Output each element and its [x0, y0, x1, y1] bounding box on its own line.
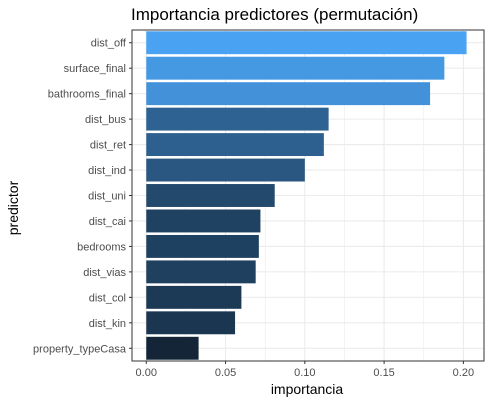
bar-dist_kin	[146, 311, 236, 335]
y-tick-label: dist_vias	[83, 267, 126, 279]
y-tick-label: dist_ind	[88, 165, 126, 177]
bar-dist_uni	[146, 184, 275, 207]
plot-area: dist_off surface_final bathrooms_finaldist…	[33, 29, 485, 379]
x-tick-label: 0.20	[453, 367, 474, 379]
x-tick-label: 0.05	[215, 367, 236, 379]
bar-dist_cai	[146, 209, 261, 233]
y-axis-title: predictor	[5, 180, 21, 235]
bar-dist_bus	[146, 107, 329, 131]
bar-dist_ind	[146, 158, 305, 182]
x-tick-label: 0.15	[373, 367, 394, 379]
x-tick-label: 0.10	[294, 367, 315, 379]
x-axis-title: importancia	[271, 381, 344, 397]
bar-dist_col	[146, 285, 242, 309]
chart-title: Importancia predictores (permutación)	[131, 5, 418, 24]
bar-property_typeCasa	[146, 336, 199, 360]
y-tick-label: dist_kin	[89, 318, 126, 330]
bar-dist_vias	[146, 260, 256, 284]
y-tick-label: dist_uni	[88, 191, 126, 203]
y-tick-label: dist_bus	[85, 114, 126, 126]
y-tick-label: dist_cai	[89, 216, 126, 228]
bar-surface_final	[146, 56, 445, 80]
x-tick-label: 0.00	[136, 367, 157, 379]
y-tick-label: surface_final	[64, 63, 126, 75]
y-tick-label: bathrooms_final	[48, 89, 126, 101]
bar-dist_ret	[146, 133, 324, 157]
bar-dist_off	[146, 31, 467, 55]
y-tick-label: dist_off	[91, 38, 127, 50]
bar-bathrooms_final	[146, 82, 431, 106]
y-tick-label: dist_col	[89, 292, 126, 304]
y-tick-label: property_typeCasa	[33, 343, 127, 355]
y-tick-label: bedrooms	[77, 241, 126, 253]
bar-bedrooms	[146, 234, 259, 258]
y-tick-label: dist_ret	[90, 140, 126, 152]
